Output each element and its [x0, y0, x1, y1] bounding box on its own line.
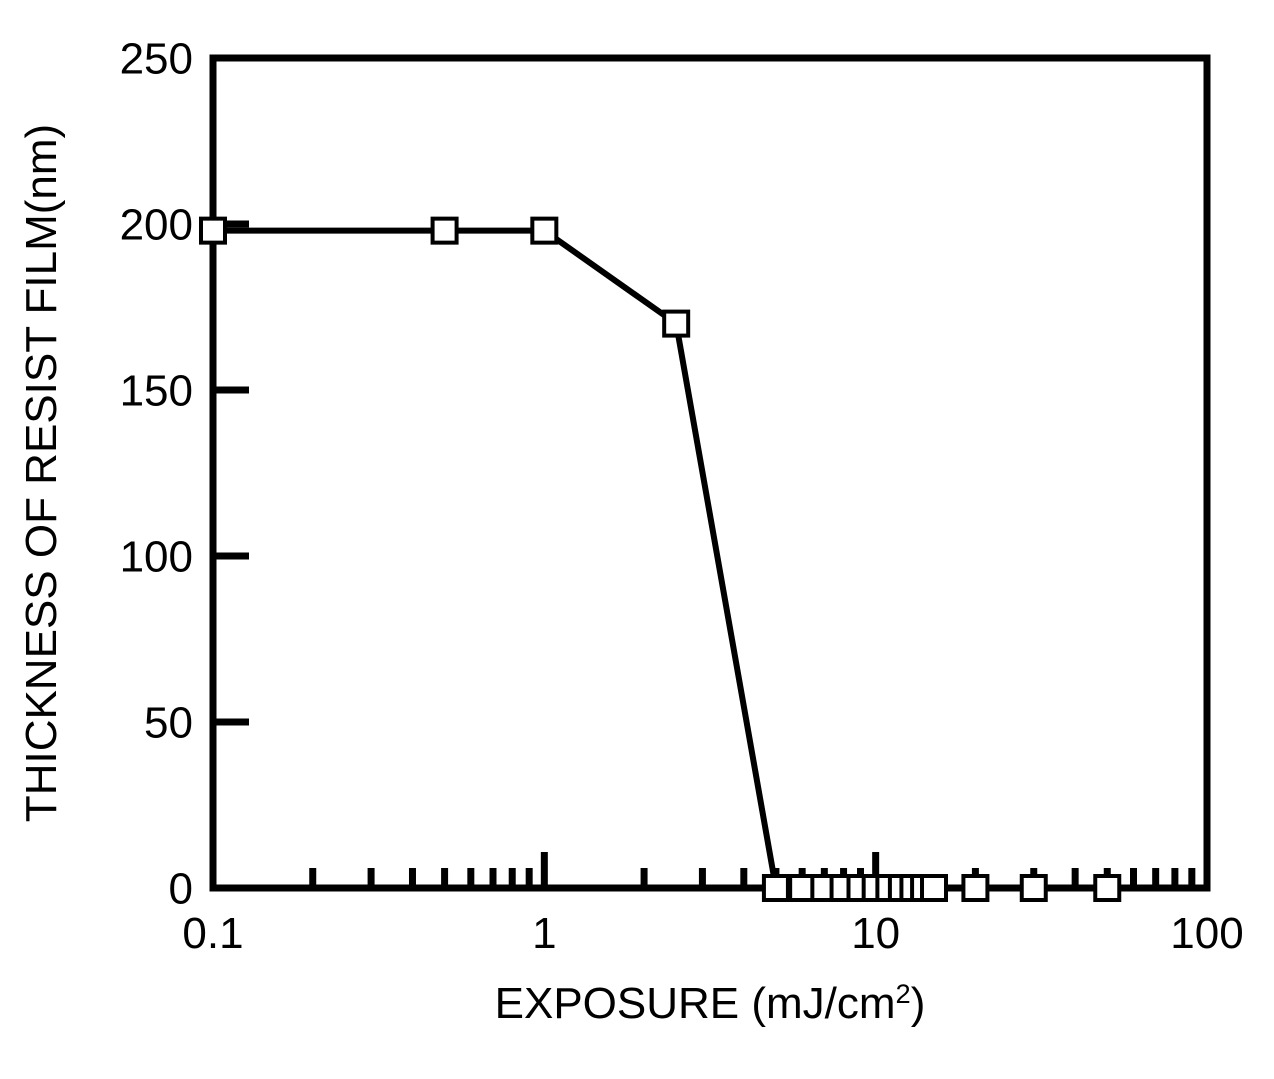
series-marker	[1095, 876, 1119, 900]
y-tick-label: 50	[144, 698, 193, 747]
x-axis-label: EXPOSURE (mJ/cm2)	[495, 978, 926, 1029]
y-tick-label: 0	[169, 864, 193, 913]
series-marker	[963, 876, 987, 900]
y-tick-label: 250	[120, 34, 193, 83]
series-marker	[922, 876, 946, 900]
x-tick-label: 10	[851, 909, 900, 958]
series-marker	[532, 219, 556, 243]
series-marker	[664, 312, 688, 336]
y-tick-label: 100	[120, 532, 193, 581]
series-marker	[201, 219, 225, 243]
series-marker	[433, 219, 457, 243]
x-tick-label: 1	[532, 909, 556, 958]
y-tick-label: 150	[120, 366, 193, 415]
x-tick-label: 0.1	[182, 909, 243, 958]
x-tick-label: 100	[1170, 909, 1243, 958]
y-tick-label: 200	[120, 200, 193, 249]
exposure-vs-thickness-chart: 0.1 1 10 100 0 50 100 150 200 250 EXPOSURE (mJ/cm2…	[0, 0, 1274, 1079]
series-marker	[1022, 876, 1046, 900]
series-marker	[764, 876, 788, 900]
y-axis-label: THICKNESS OF RESIST FILM(nm)	[17, 124, 66, 822]
